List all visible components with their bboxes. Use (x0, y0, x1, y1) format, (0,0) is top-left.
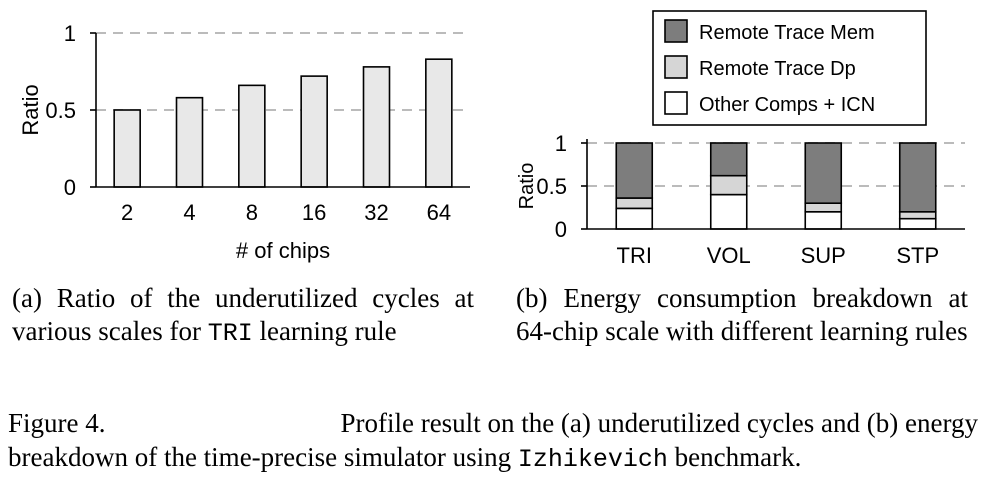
bar-segment-STP (898, 142, 937, 213)
bar-16 (300, 75, 328, 188)
x-tick-label: 64 (427, 200, 451, 225)
figure-caption-code: Izhikevich (517, 445, 668, 474)
bar-segment-TRI (615, 197, 654, 210)
figure-caption-line-2: breakdown of the time-precise simulator … (8, 440, 978, 477)
y-tick-label: 0 (64, 175, 76, 200)
bar-segment-STP (898, 211, 937, 220)
bar-segment-SUP (804, 142, 843, 205)
bar-segment-STP (898, 217, 937, 230)
figure-caption-text-2: breakdown of the time-precise simulator … (8, 442, 518, 472)
caption-a-text-end: learning rule (252, 316, 397, 346)
y-axis-title: Ratio (18, 84, 43, 135)
bar-segment-SUP (804, 211, 843, 230)
bar-2 (113, 109, 141, 188)
bar-segment-TRI (615, 207, 654, 230)
caption-a: (a) Ratio of the underutilized cycles at… (12, 282, 474, 350)
x-tick-label: TRI (617, 243, 652, 268)
y-tick-label: 1 (555, 131, 567, 156)
figure-caption-text-3: benchmark. (667, 442, 802, 472)
bar-segment-VOL (709, 142, 748, 177)
y-axis-title: Ratio (516, 163, 538, 210)
x-tick-label: 4 (183, 200, 195, 225)
figure-caption-text: Profile result on the (a) underutilized … (340, 408, 978, 438)
legend-swatch (664, 91, 688, 115)
legend-swatch (664, 55, 688, 79)
x-tick-label: STP (896, 243, 939, 268)
bar-8 (238, 84, 266, 188)
legend-swatch (664, 19, 688, 43)
y-tick-label: 0.5 (536, 174, 567, 199)
x-tick-label: SUP (801, 243, 846, 268)
legend (652, 10, 927, 126)
caption-b: (b) Energy consumption breakdown at 64-c… (516, 283, 968, 346)
y-tick-label: 0 (555, 217, 567, 242)
x-axis-title: # of chips (236, 238, 330, 263)
caption-a-code: TRI (207, 319, 253, 348)
figure-caption-line-1: Figure 4. Profile result on the (a) unde… (8, 406, 978, 440)
legend-label: Other Comps + ICN (699, 94, 875, 116)
chart-b: Remote Trace Mem Remote Trace Dp Other Com… (516, 10, 965, 268)
bar-segment-SUP (804, 202, 843, 213)
figure-label: Figure 4. (8, 408, 106, 438)
x-tick-label: 16 (302, 200, 326, 225)
bar-segment-VOL (709, 174, 748, 196)
bar-segment-VOL (709, 193, 748, 230)
figure-caption: Figure 4. Profile result on the (a) unde… (8, 406, 978, 477)
bar-segment-TRI (615, 142, 654, 199)
legend-label: Remote Trace Mem (699, 22, 875, 44)
caption-a-text: (a) Ratio of the underutilized cycles at… (12, 283, 474, 346)
y-tick-label: 1 (64, 21, 76, 46)
y-tick-label: 0.5 (45, 98, 76, 123)
bar-64 (425, 58, 453, 188)
x-tick-label: 2 (121, 200, 133, 225)
x-tick-label: 8 (246, 200, 258, 225)
chart-a: 2 4 8 16 32 64 0 0.5 1 # of chips Ratio (18, 21, 470, 263)
x-tick-label: 32 (364, 200, 388, 225)
bar-32 (362, 66, 391, 188)
bar-4 (175, 96, 204, 188)
x-tick-label: VOL (707, 243, 751, 268)
legend-label: Remote Trace Dp (699, 58, 856, 80)
